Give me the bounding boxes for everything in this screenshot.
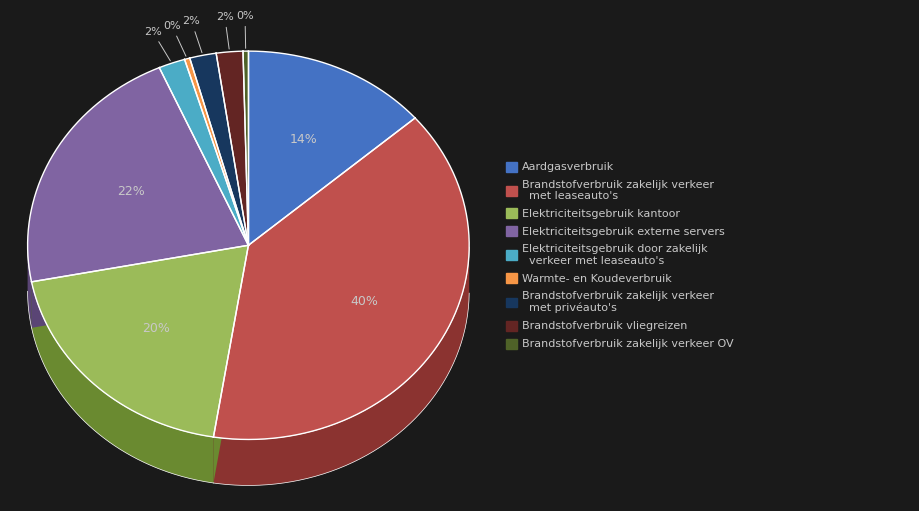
Polygon shape <box>159 59 248 245</box>
Text: 2%: 2% <box>182 16 202 53</box>
Polygon shape <box>185 58 248 245</box>
Polygon shape <box>31 245 248 328</box>
Text: 40%: 40% <box>350 295 378 308</box>
Polygon shape <box>213 118 469 439</box>
Text: 2%: 2% <box>143 27 170 61</box>
Text: 2%: 2% <box>216 12 233 49</box>
Legend: Aardgasverbruik, Brandstofverbruik zakelijk verkeer
  met leaseauto's, Elektrici: Aardgasverbruik, Brandstofverbruik zakel… <box>502 158 736 353</box>
Polygon shape <box>213 245 248 483</box>
Text: 0%: 0% <box>163 21 186 56</box>
Polygon shape <box>31 245 248 437</box>
Text: 0%: 0% <box>236 11 254 49</box>
Polygon shape <box>28 67 248 282</box>
Polygon shape <box>213 247 469 485</box>
Polygon shape <box>28 245 31 328</box>
Text: 20%: 20% <box>142 322 170 335</box>
Text: 22%: 22% <box>117 184 145 198</box>
Polygon shape <box>216 51 248 245</box>
Polygon shape <box>243 51 248 245</box>
Polygon shape <box>248 51 414 245</box>
Polygon shape <box>189 53 248 245</box>
Text: 14%: 14% <box>289 133 317 146</box>
Polygon shape <box>213 245 248 483</box>
Polygon shape <box>31 282 213 483</box>
Polygon shape <box>31 245 248 328</box>
